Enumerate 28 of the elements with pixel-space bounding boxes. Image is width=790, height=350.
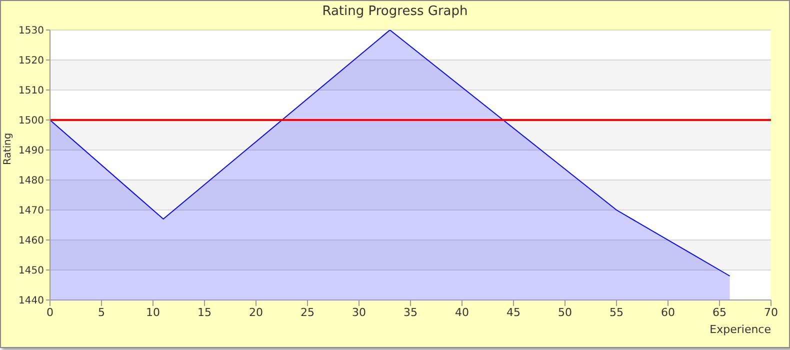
x-axis-title: Experience [710, 323, 772, 336]
y-axis-title: Rating [2, 132, 14, 165]
chart-title: Rating Progress Graph [321, 4, 469, 19]
x-tick-label: 30 [352, 306, 366, 319]
x-tick-label: 10 [146, 306, 160, 319]
x-tick-label: 5 [98, 306, 105, 319]
x-tick-label: 60 [661, 306, 675, 319]
y-tick-label: 1450 [18, 266, 44, 277]
y-tick-label: 1460 [18, 236, 44, 247]
x-tick-label: 25 [300, 306, 314, 319]
y-tick-label: 1520 [18, 56, 44, 67]
x-tick-label: 55 [610, 306, 624, 319]
x-tick-label: 20 [249, 306, 263, 319]
y-tick-label: 1480 [18, 176, 44, 187]
y-tick-label: 1470 [18, 206, 44, 217]
y-tick-label: 1530 [18, 26, 44, 37]
x-tick-label: 50 [558, 306, 572, 319]
y-tick-label: 1500 [18, 116, 44, 127]
x-tick-label: 70 [764, 306, 778, 319]
x-tick-label: 15 [198, 306, 212, 319]
x-tick-label: 35 [404, 306, 418, 319]
x-tick-label: 0 [46, 306, 54, 319]
y-tick-label: 1490 [18, 146, 44, 157]
x-tick-label: 65 [712, 306, 726, 319]
x-tick-label: 40 [455, 306, 469, 319]
y-tick-label: 1440 [18, 296, 44, 307]
x-tick-label: 45 [506, 306, 520, 319]
y-tick-label: 1510 [18, 86, 44, 97]
